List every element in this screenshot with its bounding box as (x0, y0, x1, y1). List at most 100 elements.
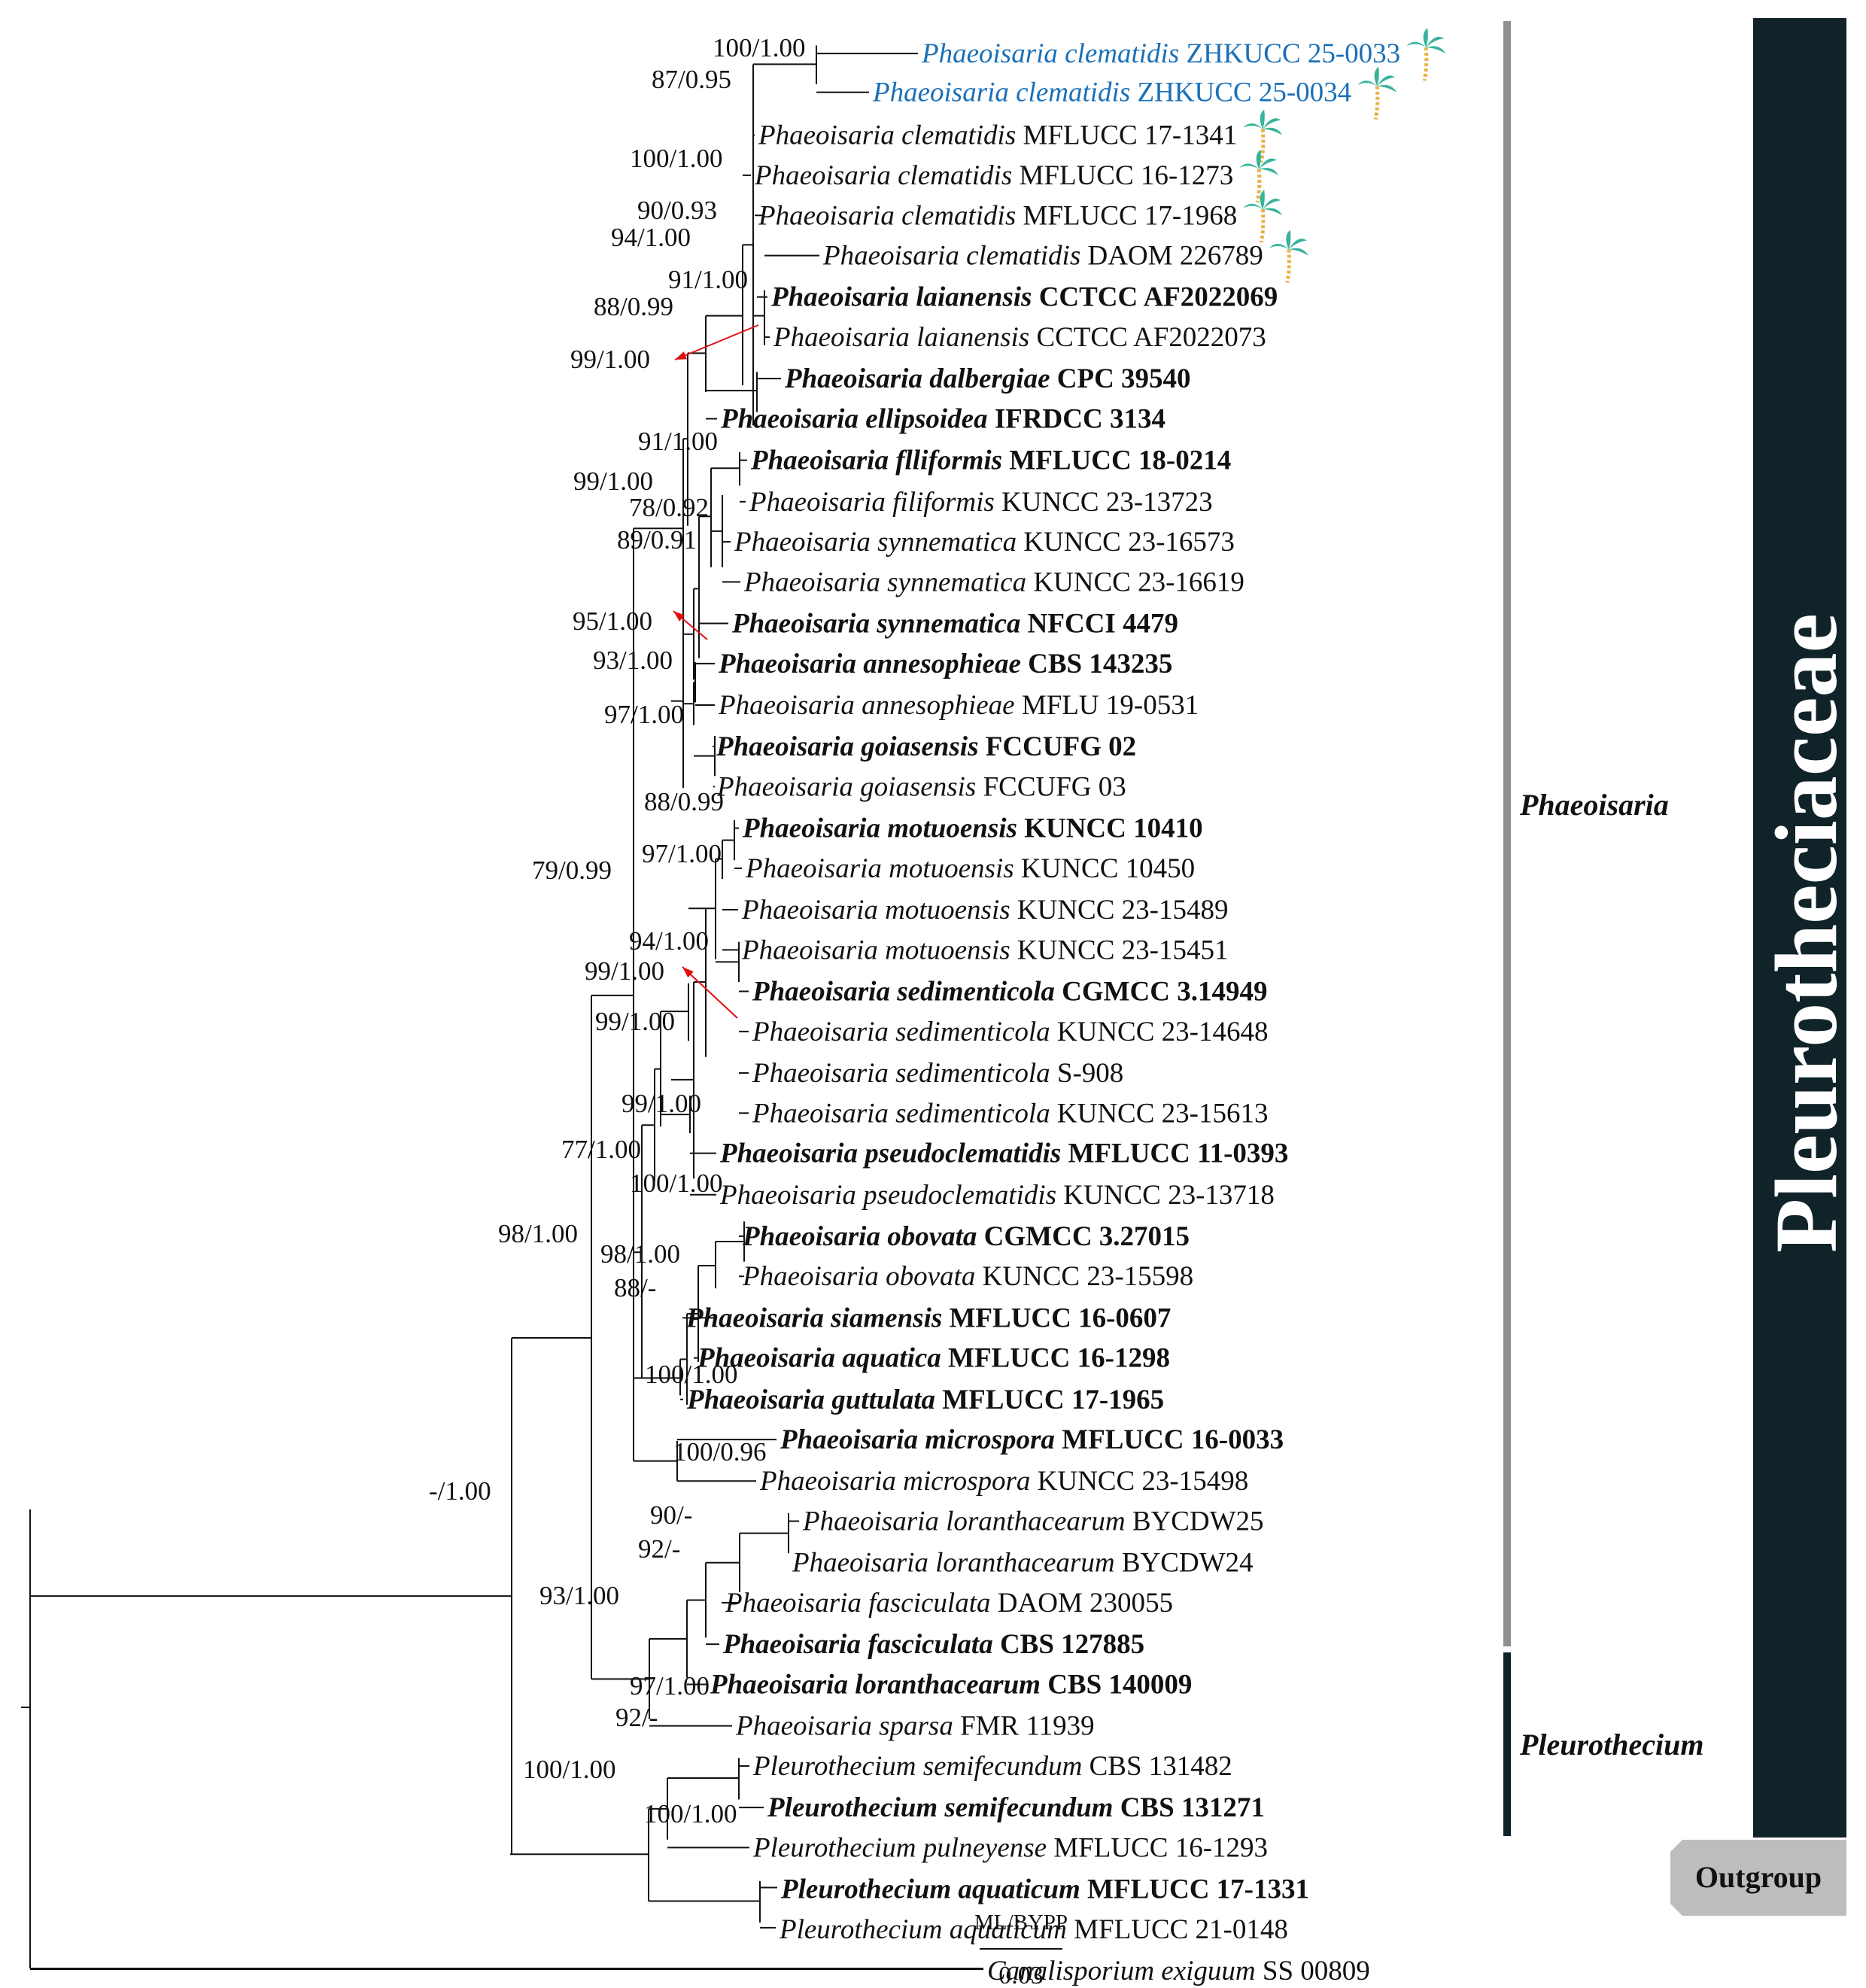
support-value: 97/1.00 (630, 1671, 710, 1701)
palm-tree-icon (1406, 28, 1446, 81)
support-value: 100/1.00 (713, 33, 805, 62)
support-value: 94/1.00 (629, 926, 709, 956)
support-value: 92/- (615, 1703, 658, 1732)
taxon-label: Phaeoisaria sedimenticola KUNCC 23-14648 (752, 1017, 1268, 1047)
pointer-arrow (682, 966, 738, 1019)
family-bar (1753, 18, 1846, 1838)
taxon-label: Phaeoisaria ellipsoidea IFRDCC 3134 (720, 404, 1165, 435)
taxon-label: Phaeoisaria microspora MFLUCC 16-0033 (780, 1424, 1284, 1455)
taxon-label: Pleurothecium aquaticum MFLUCC 17-1331 (780, 1874, 1309, 1905)
taxon-label: Phaeoisaria synnematica KUNCC 23-16619 (743, 567, 1245, 597)
taxon-label: Phaeoisaria synnematica NFCCI 4479 (731, 609, 1178, 640)
support-value: -/1.00 (429, 1476, 491, 1506)
support-value: 87/0.95 (652, 65, 731, 94)
taxon-label: Pleurothecium aquaticum MFLUCC 21-0148 (779, 1914, 1288, 1945)
taxon-label: Phaeoisaria motuoensis KUNCC 23-15489 (741, 895, 1228, 926)
taxon-label: Phaeoisaria clematidis ZHKUCC 25-0033 (921, 38, 1400, 69)
taxon-label: Phaeoisaria dalbergiae CPC 39540 (784, 363, 1191, 394)
support-value: 88/0.99 (594, 292, 673, 321)
taxon-label: Phaeoisaria clematidis DAOM 226789 (822, 241, 1263, 272)
taxon-label: Phaeoisaria clematidis ZHKUCC 25-0034 (872, 78, 1351, 108)
taxon-label: Phaeoisaria motuoensis KUNCC 10450 (745, 853, 1195, 884)
taxon-label: Phaeoisaria motuoensis KUNCC 23-15451 (741, 935, 1228, 965)
taxon-label: Phaeoisaria sedimenticola S-908 (752, 1058, 1123, 1089)
support-value: 100/1.00 (630, 144, 722, 173)
support-value: 99/1.00 (573, 467, 653, 496)
palm-tree-icon (1239, 149, 1279, 203)
support-value: 100/1.00 (523, 1755, 615, 1784)
taxon-label: Phaeoisaria filiformis KUNCC 23-13723 (749, 487, 1213, 518)
support-value: 97/1.00 (604, 700, 684, 729)
palm-tree-icon (1269, 230, 1308, 284)
taxon-label: Phaeoisaria goiasensis FCCUFG 02 (716, 731, 1136, 762)
taxon-label: Phaeoisaria aquatica MFLUCC 16-1298 (697, 1343, 1170, 1374)
support-value: 99/1.00 (570, 345, 650, 374)
support-value: 89/0.91 (617, 525, 697, 555)
taxon-label: Phaeoisaria clematidis MFLUCC 16-1273 (754, 160, 1233, 191)
support-value: 97/1.00 (642, 839, 722, 868)
taxon-label: Phaeoisaria laianensis CCTCC AF2022069 (770, 282, 1278, 313)
support-value: 78/0.92 (629, 493, 709, 522)
taxon-label: Pleurothecium semifecundum CBS 131271 (767, 1792, 1265, 1823)
taxon-label: Phaeoisaria synnematica KUNCC 23-16573 (734, 527, 1235, 558)
support-value: 93/1.00 (593, 646, 673, 675)
support-value: 88/- (614, 1273, 656, 1303)
support-value: 100/1.00 (645, 1360, 737, 1389)
taxon-label: Phaeoisaria sedimenticola KUNCC 23-15613 (752, 1098, 1268, 1129)
outgroup-label: Outgroup (1695, 1860, 1822, 1894)
taxon-label: Phaeoisaria sedimenticola CGMCC 3.14949 (752, 976, 1267, 1007)
support-value: 98/1.00 (600, 1239, 680, 1269)
taxon-label: Phaeoisaria annesophieae MFLU 19-0531 (718, 690, 1199, 721)
palm-tree-icon (1243, 109, 1283, 163)
taxon-label: Phaeoisaria microspora KUNCC 23-15498 (759, 1466, 1248, 1497)
support-value: 77/1.00 (561, 1135, 641, 1164)
support-value: 93/1.00 (539, 1581, 619, 1610)
support-value: 100/1.00 (644, 1799, 737, 1828)
taxon-label: Phaeoisaria pseudoclematidis KUNCC 23-13… (719, 1180, 1275, 1211)
support-value: 100/1.00 (630, 1169, 722, 1198)
support-value: 94/1.00 (611, 223, 691, 252)
taxon-label: Phaeoisaria laianensis CCTCC AF2022073 (773, 322, 1266, 353)
taxon-label: Phaeoisaria flliformis MFLUCC 18-0214 (750, 445, 1231, 476)
taxon-label: Phaeoisaria clematidis MFLUCC 17-1968 (758, 200, 1237, 231)
taxon-label: Phaeoisaria pseudoclematidis MFLUCC 11-0… (719, 1138, 1288, 1169)
taxon-label: Canalisporium exiguum SS 00809 (987, 1956, 1370, 1986)
support-key-label: ML/BYPP (974, 1910, 1068, 1935)
palm-tree-icon (1243, 190, 1283, 243)
phaeoisaria-clade-label: Phaeoisaria (1519, 788, 1669, 822)
support-value: 88/0.99 (644, 787, 724, 816)
taxon-label: Pleurothecium semifecundum CBS 131482 (752, 1751, 1232, 1782)
pointer-arrow (674, 324, 759, 360)
outgroup-box (1670, 1840, 1846, 1916)
taxon-label: Phaeoisaria clematidis MFLUCC 17-1341 (758, 120, 1237, 151)
taxon-label: Phaeoisaria annesophieae CBS 143235 (718, 649, 1172, 679)
taxon-label: Phaeoisaria obovata KUNCC 23-15598 (742, 1261, 1193, 1292)
taxon-label: Phaeoisaria sparsa FMR 11939 (735, 1711, 1095, 1742)
arrow-head (673, 611, 685, 622)
support-value: 79/0.99 (532, 856, 612, 885)
taxon-label: Phaeoisaria motuoensis KUNCC 10410 (742, 813, 1203, 844)
arrow-head (675, 351, 687, 360)
support-value: 100/0.96 (673, 1437, 766, 1467)
palm-tree-icon (1357, 66, 1397, 120)
taxon-label: Phaeoisaria fasciculata DAOM 230055 (725, 1588, 1173, 1619)
support-value: 99/1.00 (595, 1007, 675, 1036)
support-value: 92/- (638, 1534, 680, 1564)
taxon-label: Phaeoisaria siamensis MFLUCC 16-0607 (685, 1303, 1171, 1333)
support-value: 90/0.93 (637, 196, 717, 225)
taxon-label: Phaeoisaria goiasensis FCCUFG 03 (716, 771, 1126, 802)
support-value: 90/- (650, 1500, 692, 1530)
pleurothecium-clade-label: Pleurothecium (1519, 1728, 1703, 1762)
pleurothecium-clade-bar (1503, 1652, 1511, 1836)
support-value: 98/1.00 (498, 1219, 578, 1248)
taxon-label: Phaeoisaria loranthacearum BYCDW24 (792, 1548, 1254, 1579)
support-value: 95/1.00 (573, 606, 652, 636)
taxon-label: Phaeoisaria loranthacearum BYCDW25 (802, 1506, 1264, 1537)
scale-value: 0.03 (998, 1962, 1044, 1988)
taxon-label: Phaeoisaria fasciculata CBS 127885 (722, 1629, 1144, 1660)
taxon-label: Pleurothecium pulneyense MFLUCC 16-1293 (752, 1832, 1268, 1863)
phaeoisaria-clade-bar (1503, 21, 1511, 1646)
arrow-head (682, 967, 694, 978)
